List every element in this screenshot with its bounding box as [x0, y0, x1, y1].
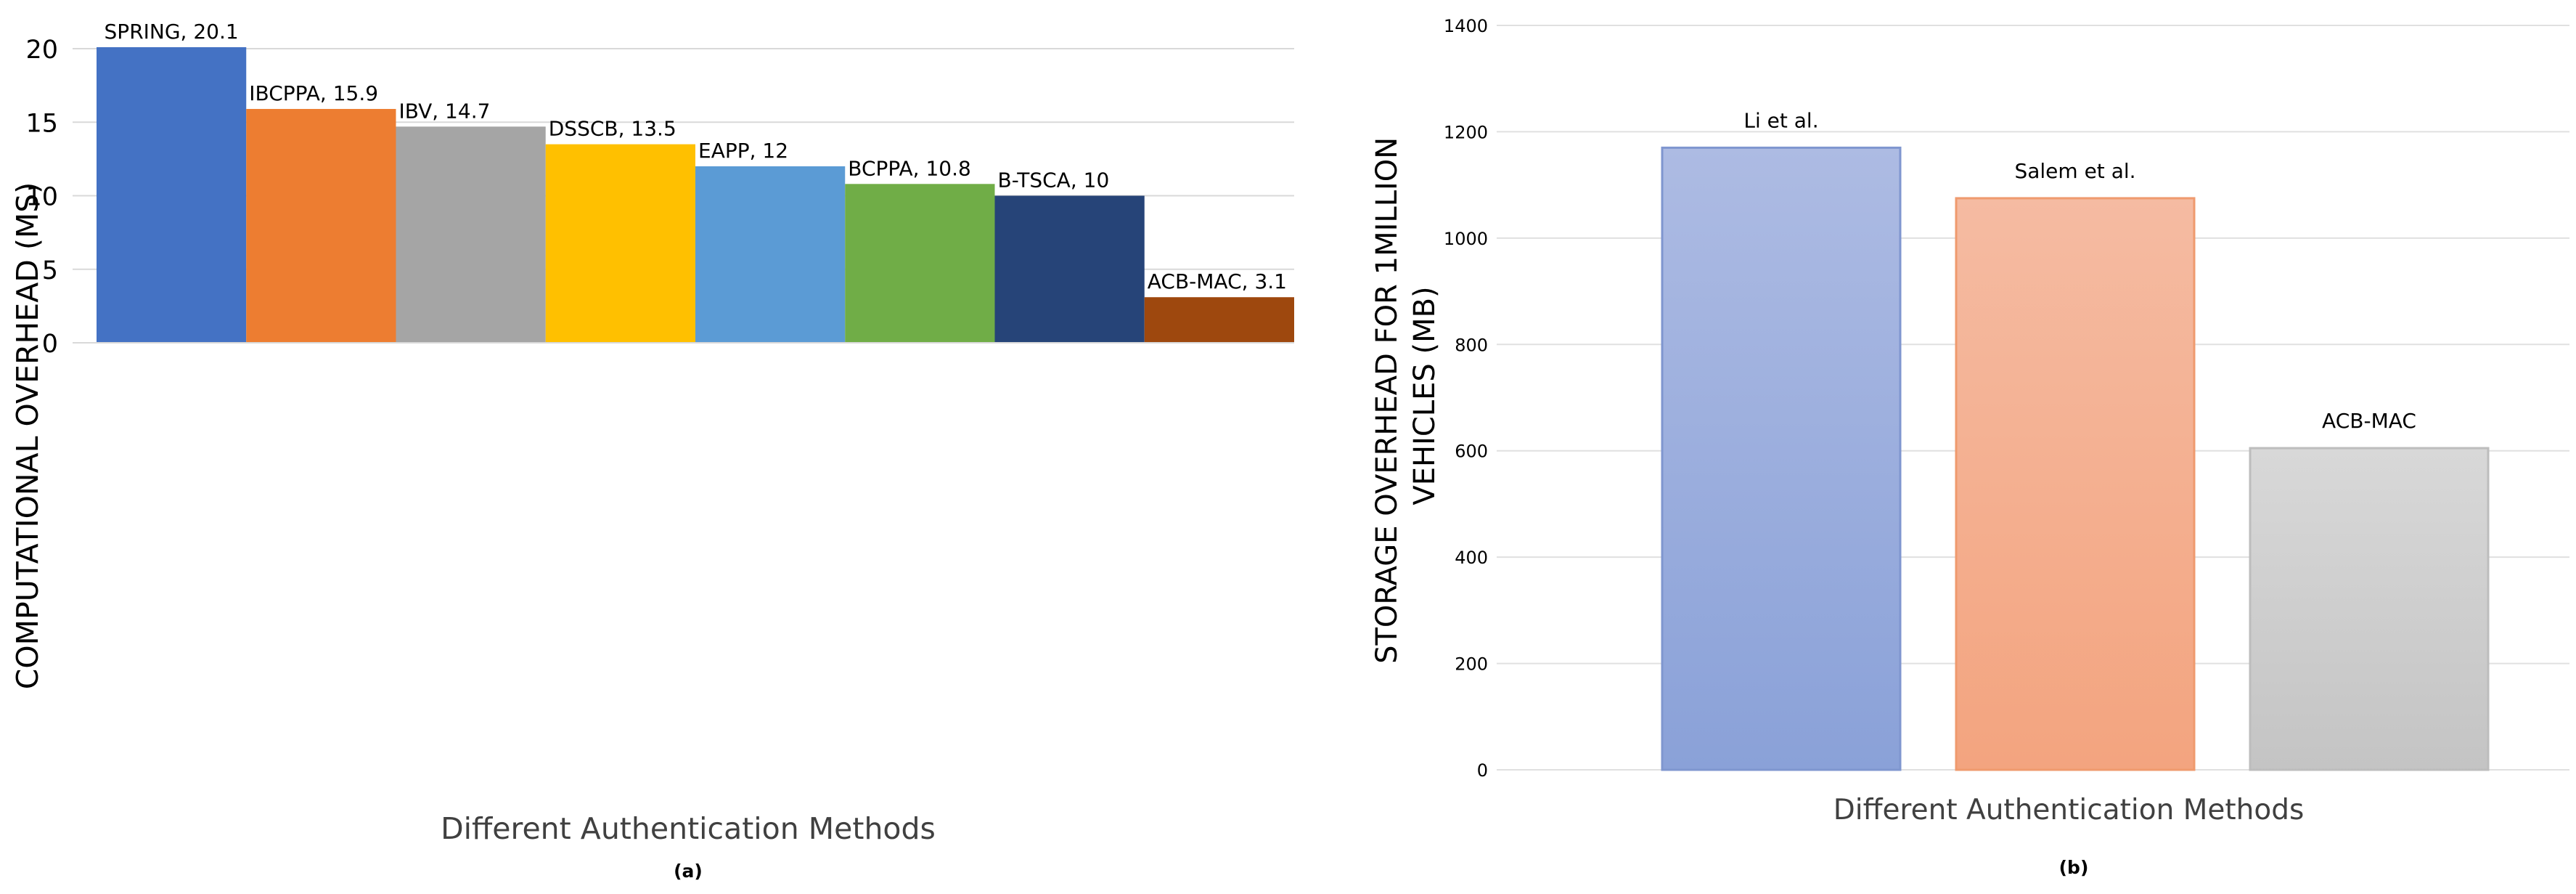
chart-a-y-axis-title: COMPUTATIONAL OVERHEAD (MS) — [10, 182, 45, 690]
chart-b-storage-overhead: 0 200 400 600 800 1000 1200 1400 Li et al. Salem… — [1370, 16, 2569, 878]
chart-b-bar-acb-mac — [2249, 447, 2490, 771]
chart-b-bars — [1661, 146, 2490, 771]
chart-a-panel-label: (a) — [674, 861, 703, 882]
chart-a-data-label: EAPP, 12 — [698, 139, 788, 163]
chart-a-data-labels: SPRING, 20.1 IBCPPA, 15.9 IBV, 14.7 DSSCB, … — [105, 20, 1287, 293]
chart-a-y-tick-label: 10 — [25, 183, 58, 212]
chart-a-x-axis-title: Different Authentication Methods — [441, 811, 936, 846]
chart-b-y-tick-label: 1200 — [1444, 122, 1488, 142]
chart-a-data-label: ACB-MAC, 3.1 — [1148, 269, 1287, 293]
chart-a-y-tick-label: 20 — [25, 36, 58, 65]
chart-b-y-tick-labels: 0 200 400 600 800 1000 1200 1400 — [1444, 16, 1488, 781]
chart-b-data-label: ACB-MAC — [2322, 409, 2416, 433]
chart-b-y-tick-label: 600 — [1455, 442, 1488, 462]
chart-b-bar-li-et-al — [1661, 146, 1902, 771]
chart-a-data-label: IBV, 14.7 — [399, 99, 491, 123]
chart-b-y-tick-label: 400 — [1455, 548, 1488, 568]
chart-b-y-tick-label: 200 — [1455, 654, 1488, 675]
chart-b-data-labels: Li et al. Salem et al. ACB-MAC — [1743, 108, 2416, 433]
chart-b-y-tick-label: 800 — [1455, 335, 1488, 355]
chart-a-data-label: DSSCB, 13.5 — [549, 117, 676, 141]
chart-a-y-tick-labels: 0 5 10 15 20 — [25, 36, 58, 359]
chart-b-y-axis-title-line-2: VEHICLES (MB) — [1408, 286, 1442, 505]
chart-a-data-label: IBCPPA, 15.9 — [249, 81, 378, 105]
chart-b-y-tick-label: 0 — [1477, 760, 1488, 781]
chart-a-bar-spring — [97, 46, 247, 343]
chart-b-y-tick-label: 1400 — [1444, 16, 1488, 36]
chart-a-data-label: BCPPA, 10.8 — [848, 156, 971, 180]
chart-a-y-tick-label: 15 — [25, 109, 58, 138]
chart-b-data-label: Salem et al. — [2014, 159, 2135, 183]
chart-b-y-tick-label: 1000 — [1444, 229, 1488, 249]
chart-b-y-axis-title-line-1: STORAGE OVERHEAD FOR 1MILLION — [1370, 137, 1404, 664]
chart-a-bar-ibv — [396, 126, 546, 343]
chart-a-bar-bcppa — [845, 184, 995, 343]
chart-a-bar-acb-mac — [1144, 297, 1294, 343]
chart-a-bars — [97, 46, 1294, 343]
chart-a-bar-dsscb — [545, 144, 695, 343]
chart-b-y-axis-title: STORAGE OVERHEAD FOR 1MILLION VEHICLES (… — [1370, 128, 1442, 664]
chart-a-bar-eapp — [695, 166, 846, 343]
chart-a-bar-b-tsca — [994, 195, 1145, 343]
chart-a-y-tick-label: 0 — [42, 330, 58, 359]
chart-a-bar-ibcppa — [246, 109, 396, 343]
chart-b-panel-label: (b) — [2059, 857, 2089, 878]
chart-a-data-label: B-TSCA, 10 — [998, 168, 1110, 192]
chart-b-x-axis-title: Different Authentication Methods — [1833, 794, 2305, 826]
chart-a-y-tick-label: 5 — [42, 256, 58, 285]
chart-a-data-label: SPRING, 20.1 — [105, 20, 239, 44]
chart-a-computational-overhead: 0 5 10 15 20 SPRING, 20.1 IBCPPA, 15.9 IBV, 14… — [10, 20, 1294, 882]
chart-b-bar-salem-et-al — [1955, 197, 2196, 771]
chart-b-data-label: Li et al. — [1743, 108, 1818, 132]
